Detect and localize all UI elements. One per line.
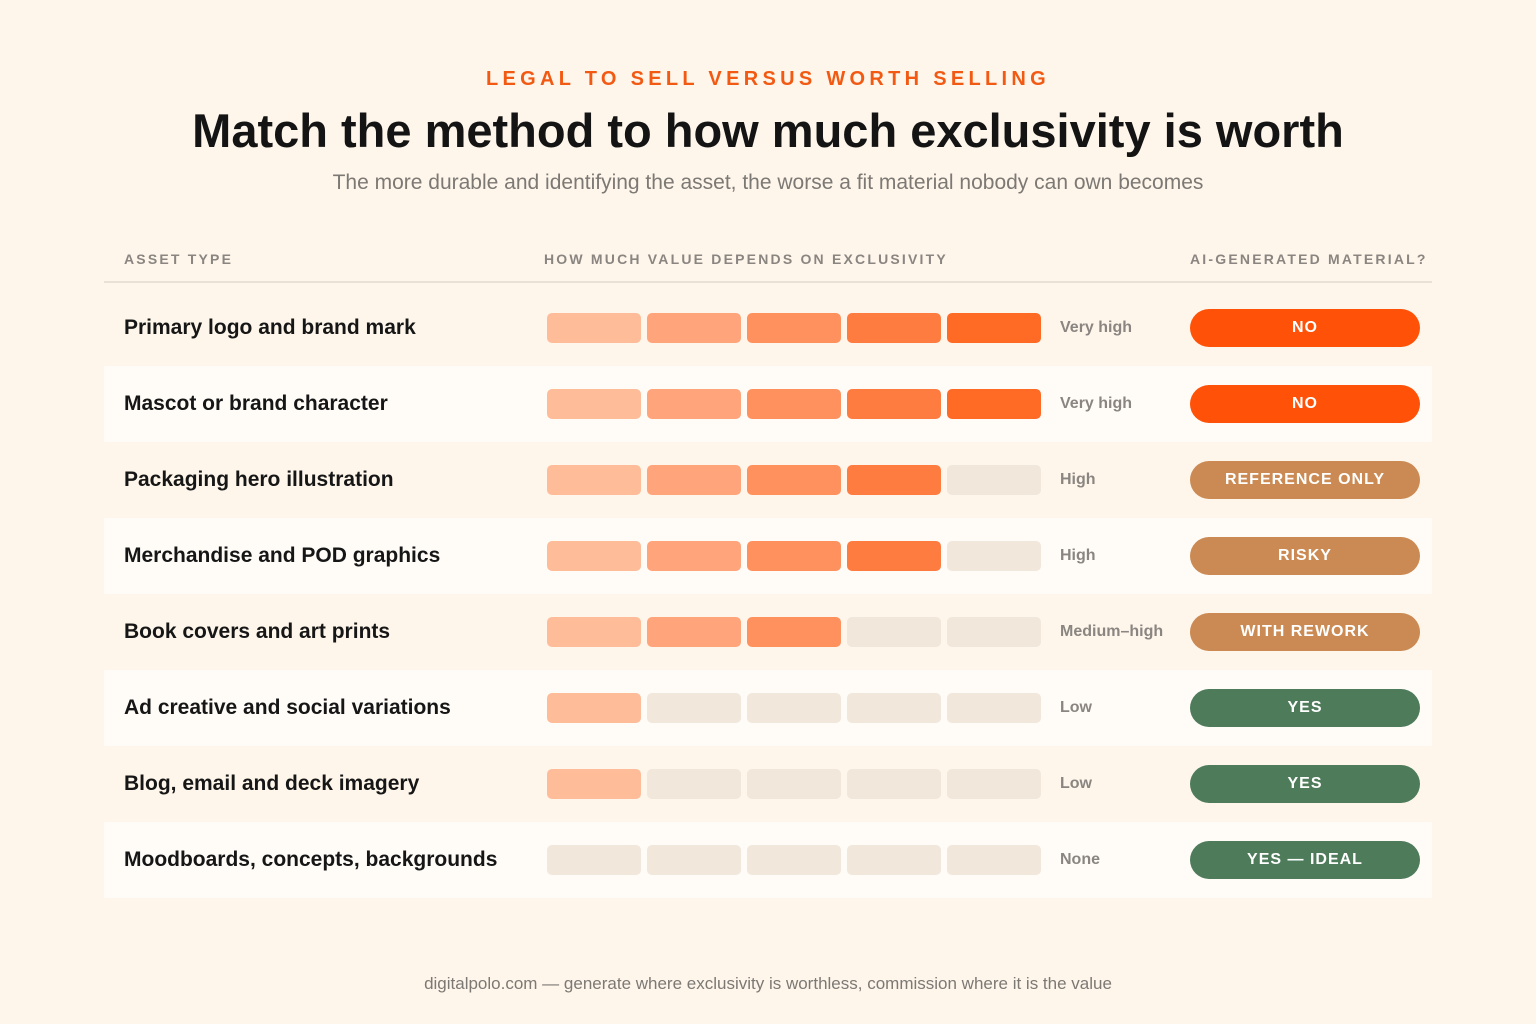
meter-segment-filled — [747, 389, 841, 419]
meter-segment-filled — [647, 617, 741, 647]
exclusivity-level-label: Very high — [1060, 319, 1133, 336]
meter-segment-empty — [847, 693, 941, 723]
asset-type-label: Moodboards, concepts, backgrounds — [124, 848, 498, 871]
meter-segment-filled — [647, 541, 741, 571]
meter-segment-empty — [947, 465, 1041, 495]
column-header-ai-generated: AI-GENERATED MATERIAL? — [1190, 251, 1428, 267]
meter-segment-empty — [647, 845, 741, 875]
meter-segment-filled — [547, 541, 641, 571]
table-row: Blog, email and deck imagery Low YES — [104, 746, 1432, 822]
meter-segment-filled — [947, 389, 1041, 419]
verdict-badge: REFERENCE ONLY — [1190, 461, 1420, 499]
meter-segment-filled — [747, 465, 841, 495]
meter-segment-filled — [547, 389, 641, 419]
exclusivity-level-label: Low — [1060, 775, 1092, 792]
table-row: Packaging hero illustration High REFERENCE… — [104, 442, 1432, 518]
asset-type-label: Book covers and art prints — [124, 620, 391, 643]
asset-type-label: Mascot or brand character — [124, 392, 388, 415]
exclusivity-level-label: Medium–high — [1060, 623, 1164, 640]
asset-type-label: Ad creative and social variations — [124, 696, 451, 719]
meter-segment-empty — [847, 617, 941, 647]
meter-segment-empty — [547, 845, 641, 875]
meter-segment-filled — [747, 541, 841, 571]
meter-segment-empty — [747, 769, 841, 799]
meter-segment-empty — [847, 769, 941, 799]
meter-segment-filled — [847, 313, 941, 343]
footer-note: digitalpolo.com — generate where exclusi… — [424, 974, 1112, 993]
table-row: Moodboards, concepts, backgrounds None YES… — [104, 822, 1432, 898]
meter-segment-filled — [847, 465, 941, 495]
table-row: Mascot or brand character Very high NO — [104, 366, 1432, 442]
asset-type-label: Primary logo and brand mark — [124, 316, 416, 339]
meter-segment-filled — [547, 465, 641, 495]
meter-segment-filled — [547, 769, 641, 799]
meter-segment-filled — [647, 389, 741, 419]
meter-segment-empty — [747, 845, 841, 875]
meter-segment-empty — [647, 693, 741, 723]
verdict-badge: RISKY — [1190, 537, 1420, 575]
exclusivity-level-label: Low — [1060, 699, 1092, 716]
meter-segment-filled — [547, 693, 641, 723]
verdict-badge: WITH REWORK — [1190, 613, 1420, 651]
eyebrow-label: LEGAL TO SELL VERSUS WORTH SELLING — [485, 68, 1050, 90]
meter-segment-empty — [947, 769, 1041, 799]
meter-segment-filled — [947, 313, 1041, 343]
meter-segment-empty — [847, 845, 941, 875]
asset-type-label: Merchandise and POD graphics — [124, 544, 441, 567]
verdict-badge: NO — [1190, 309, 1420, 347]
exclusivity-level-label: Very high — [1060, 395, 1133, 412]
asset-type-label: Packaging hero illustration — [124, 468, 394, 491]
meter-segment-empty — [947, 541, 1041, 571]
meter-segment-empty — [747, 693, 841, 723]
page-subtitle: The more durable and identifying the ass… — [332, 171, 1204, 194]
verdict-badge: YES — [1190, 765, 1420, 803]
meter-segment-empty — [947, 845, 1041, 875]
meter-segment-filled — [547, 617, 641, 647]
verdict-badge: NO — [1190, 385, 1420, 423]
exclusivity-level-label: None — [1060, 851, 1100, 868]
verdict-badge: YES — IDEAL — [1190, 841, 1420, 879]
meter-segment-filled — [647, 313, 741, 343]
meter-segment-empty — [947, 617, 1041, 647]
meter-segment-filled — [647, 465, 741, 495]
meter-segment-filled — [547, 313, 641, 343]
exclusivity-level-label: High — [1060, 471, 1096, 488]
column-header-asset-type: ASSET TYPE — [124, 251, 234, 267]
asset-type-label: Blog, email and deck imagery — [124, 772, 420, 795]
verdict-badge: YES — [1190, 689, 1420, 727]
meter-segment-filled — [747, 313, 841, 343]
page-title: Match the method to how much exclusivity… — [192, 104, 1344, 157]
table-row: Primary logo and brand mark Very high NO — [104, 290, 1432, 366]
meter-segment-filled — [847, 389, 941, 419]
column-header-exclusivity: HOW MUCH VALUE DEPENDS ON EXCLUSIVITY — [544, 251, 948, 267]
table-row: Book covers and art prints Medium–high WIT… — [104, 594, 1432, 670]
meter-segment-filled — [747, 617, 841, 647]
header-divider — [104, 281, 1432, 283]
meter-segment-empty — [947, 693, 1041, 723]
exclusivity-level-label: High — [1060, 547, 1096, 564]
meter-segment-empty — [647, 769, 741, 799]
meter-segment-filled — [847, 541, 941, 571]
table-row: Merchandise and POD graphics High RISKY — [104, 518, 1432, 594]
table-row: Ad creative and social variations Low YES — [104, 670, 1432, 746]
